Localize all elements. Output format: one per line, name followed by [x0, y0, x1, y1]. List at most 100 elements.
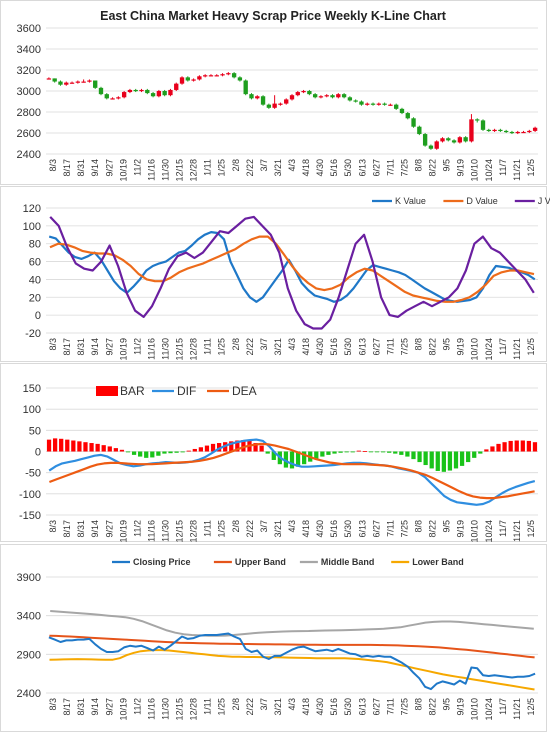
macd-ytick-label: 0: [35, 447, 41, 459]
macd-xtick-label: 8/17: [62, 520, 72, 538]
macd-bar: [435, 451, 440, 471]
macd-bar: [411, 451, 416, 460]
candle-body: [417, 126, 422, 135]
macd-bar: [59, 438, 64, 452]
macd-bar: [156, 451, 161, 456]
candle-body: [69, 82, 75, 84]
kline-xtick-label: 8/3: [48, 159, 58, 172]
macd-bar: [423, 451, 428, 466]
macd-xtick-label: 12/15: [175, 520, 185, 543]
macd-bar: [52, 438, 58, 452]
macd-bar: [326, 451, 331, 455]
kline-xtick-label: 12/28: [189, 159, 199, 182]
macd-ytick-label: 50: [29, 425, 41, 437]
macd-bar: [119, 449, 125, 452]
kline-xtick-label: 5/16: [329, 159, 339, 177]
candle-body: [133, 89, 138, 92]
macd-xtick-label: 7/11: [385, 520, 395, 537]
candle-body: [139, 89, 144, 92]
macd-bar: [356, 450, 361, 452]
macd-bar: [168, 451, 173, 454]
macd-xtick-label: 2/22: [245, 520, 255, 538]
macd-ytick-label: -50: [25, 468, 41, 480]
candle-body: [197, 76, 202, 80]
boll-xtick-label: 12/28: [189, 698, 199, 721]
kline-xtick-label: 8/31: [76, 159, 86, 177]
macd-bar: [113, 448, 118, 452]
candle-body: [446, 138, 451, 141]
candle-body: [110, 98, 115, 100]
macd-xtick-label: 10/10: [470, 520, 480, 543]
kdj-xtick-label: 3/7: [259, 338, 269, 351]
kline-xtick-label: 4/3: [287, 159, 297, 172]
macd-ytick-label: 150: [23, 383, 41, 395]
kdj-xtick-label: 1/11: [203, 338, 213, 355]
kdj-xtick-label: 10/19: [118, 338, 128, 361]
candle-body: [405, 113, 410, 119]
macd-bar: [71, 440, 76, 452]
macd-xtick-label: 8/3: [48, 520, 58, 533]
candle-body: [394, 104, 399, 109]
boll-xtick-label: 11/2: [132, 698, 142, 715]
kdj-xtick-label: 2/8: [231, 338, 241, 351]
macd-bar: [95, 443, 100, 452]
kline-xtick-label: 7/25: [399, 159, 409, 177]
kline-xtick-label: 11/2: [132, 159, 142, 176]
candle-body: [191, 79, 196, 81]
candle-body: [260, 96, 266, 105]
kline-xtick-label: 8/8: [414, 159, 424, 172]
candle-body: [422, 134, 428, 146]
macd-bar: [344, 451, 349, 453]
boll-ytick-label: 2900: [17, 649, 41, 661]
boll-xtick-label: 1/25: [217, 698, 227, 716]
boll-ytick-label: 2400: [17, 688, 41, 700]
kline-ytick-label: 2800: [17, 107, 41, 119]
kdj-xtick-label: 8/22: [428, 338, 438, 356]
macd-bar: [107, 446, 112, 452]
macd-bar: [472, 451, 477, 458]
boll-xtick-label: 8/22: [428, 698, 438, 716]
macd-ytick-label: -150: [19, 510, 41, 522]
candle-body: [162, 91, 167, 96]
macd-bar: [502, 442, 507, 452]
macd-bar: [417, 451, 422, 463]
macd-xtick-label: 8/22: [428, 520, 438, 538]
candle-body: [382, 103, 387, 105]
kdj-xtick-label: 11/16: [146, 338, 156, 360]
kline-xtick-label: 12/15: [175, 159, 185, 182]
kline-ytick-label: 3200: [17, 65, 41, 77]
kline-xtick-label: 2/8: [231, 159, 241, 172]
macd-bar: [101, 445, 106, 452]
candle-body: [127, 89, 133, 93]
boll-xtick-label: 11/16: [146, 698, 156, 720]
kline-xtick-label: 2/22: [245, 159, 255, 177]
macd-xtick-label: 11/16: [146, 520, 156, 542]
kdj-ytick-label: 80: [29, 239, 41, 251]
candle-body: [266, 104, 272, 108]
bollinger-series-line: [49, 649, 535, 691]
candle-body: [498, 129, 503, 132]
boll-xtick-label: 4/30: [315, 698, 325, 716]
kdj-xtick-label: 4/30: [315, 338, 325, 356]
macd-xtick-label: 6/27: [371, 520, 381, 538]
kline-xtick-label: 4/18: [301, 159, 311, 177]
boll-xtick-label: 6/27: [371, 698, 381, 716]
boll-xtick-label: 1/11: [203, 698, 213, 715]
macd-bar: [302, 451, 307, 465]
candle-body: [237, 77, 243, 81]
boll-xtick-label: 9/5: [442, 698, 452, 711]
candle-body: [116, 97, 121, 99]
candle-body: [179, 77, 185, 84]
kdj-series-line: [49, 215, 535, 330]
macd-xtick-label: 5/16: [329, 520, 339, 538]
boll-xtick-label: 12/15: [175, 698, 185, 721]
macd-bar: [144, 451, 149, 458]
boll-xtick-label: 5/30: [343, 698, 353, 716]
macd-bar: [350, 451, 355, 453]
macd-bar: [380, 451, 386, 453]
macd-bar: [162, 451, 167, 454]
candle-body: [168, 89, 173, 96]
macd-bar: [332, 451, 337, 454]
kdj-xtick-label: 9/19: [456, 338, 466, 356]
macd-xtick-label: 1/25: [217, 520, 227, 538]
